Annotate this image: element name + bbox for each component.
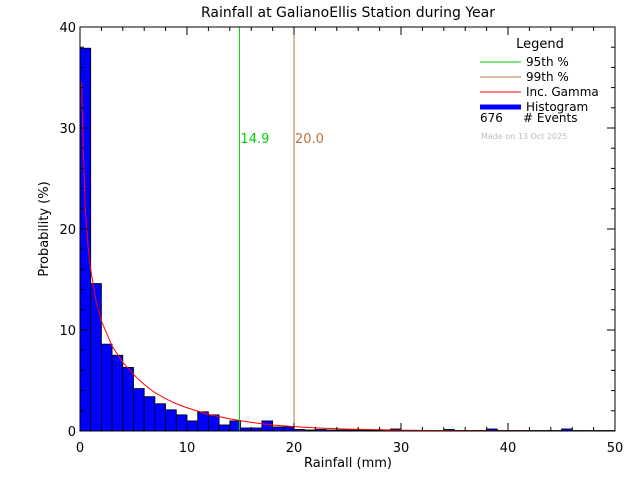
histogram-bar (101, 343, 113, 432)
chart-title: Rainfall at GalianoEllis Station during … (201, 5, 495, 21)
y-tick-label: 20 (59, 223, 76, 238)
histogram-bar (111, 354, 124, 432)
axis-ticks: 0 10 20 30 40 50 0 10 20 30 40 (59, 21, 623, 456)
histogram-bar (207, 414, 220, 432)
histogram-bar (186, 420, 199, 432)
y-tick-label: 30 (59, 122, 76, 137)
legend-item-label: Histogram (526, 100, 588, 114)
histogram-bar (229, 420, 241, 432)
x-tick-label: 30 (393, 441, 410, 456)
histogram-bar (154, 403, 166, 432)
x-tick-label: 40 (500, 441, 517, 456)
histogram-bar (272, 426, 284, 432)
y-tick-label: 10 (59, 324, 76, 339)
histogram-bar (90, 283, 102, 432)
legend-title: Legend (516, 37, 564, 52)
plot-area: 14.9 20.0 (79, 27, 616, 432)
y-axis-label: Probability (%) (37, 181, 52, 276)
x-axis-label: Rainfall (mm) (304, 456, 392, 471)
inc-gamma-curve (81, 82, 616, 432)
y-tick-label: 0 (68, 425, 76, 440)
histogram-bar (261, 420, 273, 432)
legend-events-count: 676 (480, 111, 503, 125)
histogram-bar (143, 396, 156, 432)
x-tick-label: 50 (607, 441, 624, 456)
legend-events-label: # Events (523, 111, 578, 125)
histogram-bar (282, 426, 295, 432)
histogram-bar (197, 411, 209, 432)
percentile-label: 14.9 (240, 132, 269, 147)
legend-made-on: Made on 13 Oct 2025 (481, 132, 567, 141)
percentile-label: 20.0 (295, 132, 324, 147)
histogram-bar (175, 414, 188, 432)
histogram-bar (122, 366, 134, 432)
histogram-bar (133, 388, 145, 432)
legend: Legend 676 # Events Made on 13 Oct 2025 … (480, 37, 599, 141)
legend-item-label: 95th % (526, 55, 569, 69)
x-tick-label: 0 (76, 441, 84, 456)
x-tick-label: 20 (286, 441, 303, 456)
histogram-bar (165, 409, 177, 432)
legend-item-label: 99th % (526, 70, 569, 84)
histogram-bar (218, 424, 231, 432)
y-tick-label: 40 (59, 21, 76, 36)
legend-item-label: Inc. Gamma (526, 85, 599, 99)
x-tick-label: 10 (179, 441, 196, 456)
histogram-bar (79, 47, 92, 432)
